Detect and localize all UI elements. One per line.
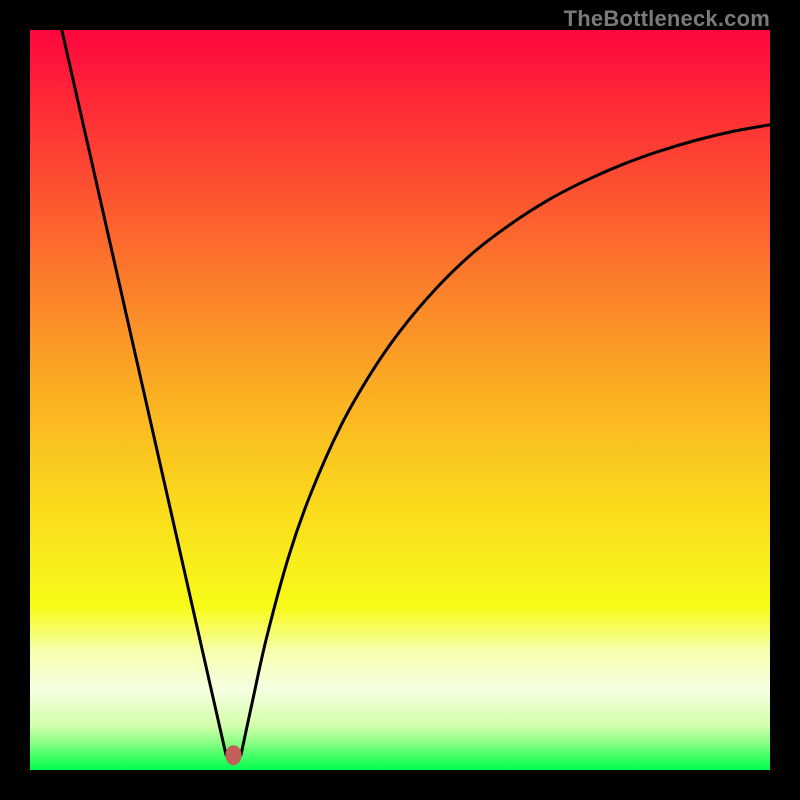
chart-frame: TheBottleneck.com bbox=[0, 0, 800, 800]
bottleneck-curve bbox=[30, 30, 770, 770]
curve-path bbox=[62, 30, 770, 755]
minimum-marker bbox=[225, 745, 241, 765]
plot-area bbox=[30, 30, 770, 770]
watermark-text: TheBottleneck.com bbox=[564, 6, 770, 32]
